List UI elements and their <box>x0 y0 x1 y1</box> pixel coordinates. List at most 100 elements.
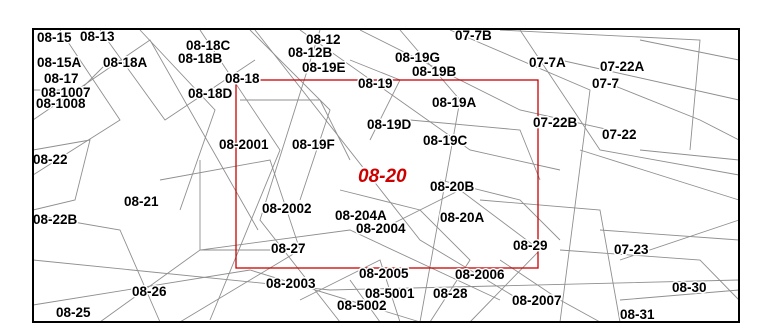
svg-text:08-20: 08-20 <box>358 166 407 187</box>
parcel-label-text: 08-28 <box>433 286 468 301</box>
parcel-boundary-line <box>99 229 501 323</box>
svg-text:08-18D: 08-18D <box>188 86 233 101</box>
parcel-label-text: 08-31 <box>620 307 655 322</box>
svg-text:08-19C: 08-19C <box>423 133 468 148</box>
parcel-label-text: 08-12 <box>306 32 341 47</box>
parcel-boundary-line <box>299 259 401 323</box>
svg-text:08-5002: 08-5002 <box>337 298 387 313</box>
parcel-label-text: 08-19A <box>432 95 477 110</box>
parcel-label[interactable]: 07-707-7 <box>591 75 621 93</box>
featured-parcel-boundary[interactable] <box>235 79 539 269</box>
svg-text:08-2007: 08-2007 <box>512 293 562 308</box>
svg-text:07-22: 07-22 <box>602 127 637 142</box>
parcel-boundary-line <box>339 189 471 323</box>
parcel-boundary-line <box>499 29 701 151</box>
parcel-label-text: 08-2003 <box>266 276 316 291</box>
parcel-label-text: 08-18A <box>103 55 148 70</box>
svg-text:08-19G: 08-19G <box>395 50 440 65</box>
parcel-boundary-line <box>254 29 521 301</box>
parcel-boundary-line <box>299 29 561 171</box>
parcel-boundary-line <box>199 160 280 251</box>
parcel-label-text: 07-7 <box>592 76 619 91</box>
parcel-boundary-line <box>479 199 621 323</box>
parcel-boundary-line <box>32 269 421 323</box>
parcel-label-text: 07-23 <box>614 242 649 257</box>
parcel-boundary-line <box>599 79 740 141</box>
svg-text:07-23: 07-23 <box>614 242 649 257</box>
parcel-boundary-line <box>499 259 601 323</box>
svg-text:08-2006: 08-2006 <box>455 267 505 282</box>
svg-text:08-20A: 08-20A <box>440 210 485 225</box>
featured-parcel-label[interactable]: 08-20 08-20 <box>356 164 409 189</box>
parcel-label-text: 08-15A <box>37 55 82 70</box>
parcel-label-text: 08-30 <box>672 280 707 295</box>
svg-text:08-22B: 08-22B <box>33 212 78 227</box>
parcel-boundary-line <box>32 39 259 231</box>
svg-text:08-19A: 08-19A <box>432 95 477 110</box>
parcel-label-text: 08-18B <box>178 51 223 66</box>
parcel-boundary-line <box>359 29 611 131</box>
parcel-label-text: 07-22 <box>602 127 637 142</box>
svg-text:08-1008: 08-1008 <box>36 96 86 111</box>
parcel-label-text: 08-12B <box>288 45 333 60</box>
svg-text:08-18: 08-18 <box>225 71 260 86</box>
parcel-label-text: 08-19B <box>412 64 457 79</box>
parcel-label-text: 08-1008 <box>36 96 86 111</box>
svg-text:08-2005: 08-2005 <box>359 266 409 281</box>
parcel-boundaries <box>32 29 740 323</box>
svg-text:08-19E: 08-19E <box>302 60 346 75</box>
svg-text:08-29: 08-29 <box>513 238 548 253</box>
